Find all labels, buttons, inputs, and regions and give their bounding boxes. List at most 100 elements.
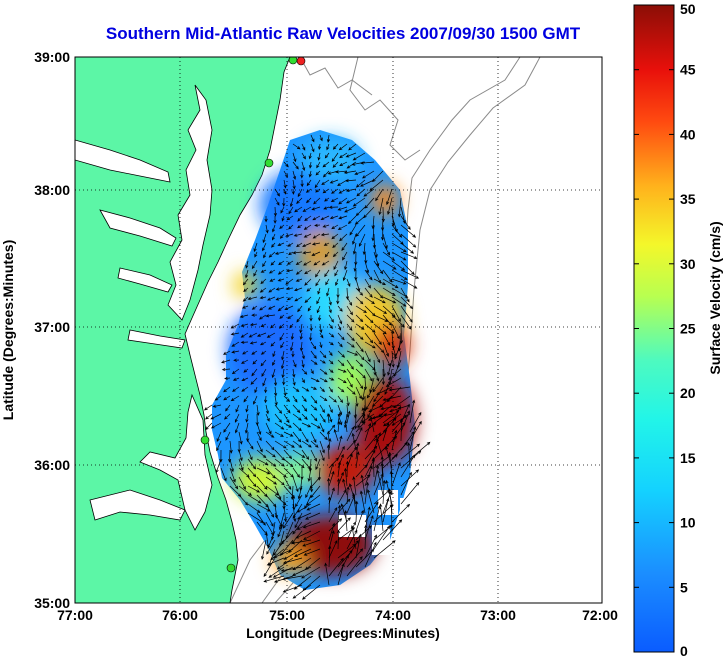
velocity-arrow	[292, 503, 297, 523]
velocity-arrow	[322, 170, 330, 178]
velocity-arrow	[266, 539, 276, 555]
velocity-arrow	[361, 386, 366, 401]
velocity-arrow	[280, 206, 285, 214]
velocity-arrow	[320, 215, 330, 221]
velocity-arrow	[382, 233, 388, 250]
velocity-arrow	[282, 584, 303, 593]
velocity-arrow	[247, 296, 258, 301]
velocity-arrow	[232, 386, 240, 392]
velocity-arrow	[409, 399, 416, 424]
velocity-arrow	[335, 278, 339, 286]
velocity-arrow	[292, 476, 299, 493]
velocity-arrow	[292, 440, 303, 448]
velocity-arrow	[268, 269, 276, 274]
velocity-arrow	[260, 323, 267, 327]
velocity-arrow	[307, 305, 312, 312]
velocity-arrow	[353, 260, 357, 272]
velocity-arrow	[391, 405, 401, 424]
velocity-arrow	[373, 305, 388, 314]
velocity-arrow	[240, 332, 249, 338]
velocity-arrow	[286, 286, 294, 291]
velocity-arrow	[285, 269, 294, 273]
velocity-arrow	[341, 242, 348, 251]
velocity-arrow	[389, 470, 393, 496]
velocity-arrow	[332, 161, 339, 168]
velocity-arrow	[315, 458, 321, 471]
velocity-arrow	[302, 521, 321, 529]
velocity-arrow	[364, 368, 373, 382]
velocity-arrow	[345, 179, 357, 183]
velocity-arrow	[337, 314, 343, 325]
velocity-arrow	[343, 170, 357, 175]
velocity-arrow	[328, 377, 335, 381]
velocity-arrow	[400, 450, 422, 469]
velocity-arrow	[301, 377, 305, 384]
velocity-arrow	[346, 377, 353, 388]
velocity-arrow	[355, 548, 375, 568]
velocity-arrow	[328, 470, 335, 487]
velocity-arrow	[328, 296, 332, 306]
velocity-arrow	[253, 269, 258, 277]
estuaries	[75, 84, 213, 531]
velocity-arrow	[400, 260, 415, 276]
velocity-arrow	[238, 467, 250, 478]
velocity-arrow	[253, 395, 258, 405]
velocity-arrow	[319, 323, 323, 334]
velocity-arrow	[270, 260, 276, 266]
velocity-arrow	[355, 332, 364, 341]
velocity-arrow	[290, 332, 294, 341]
velocity-arrow	[278, 512, 285, 531]
velocity-arrow	[382, 296, 397, 304]
velocity-arrow	[381, 368, 386, 386]
velocity-arrow	[322, 161, 330, 168]
velocity-arrow	[297, 224, 303, 229]
velocity-arrow	[292, 431, 302, 443]
velocity-arrow	[391, 414, 407, 433]
y-tick-label: 37:00	[34, 319, 70, 335]
velocity-arrow	[310, 143, 315, 153]
velocity-arrow	[283, 503, 288, 523]
velocity-arrow	[400, 454, 416, 478]
velocity-arrow	[346, 278, 351, 287]
velocity-arrow	[400, 215, 411, 230]
velocity-arrow	[319, 431, 328, 441]
velocity-arrow	[310, 440, 319, 448]
velocity-arrow	[319, 395, 328, 402]
velocity-arrow	[308, 170, 312, 178]
velocity-arrow	[337, 305, 343, 312]
velocity-arrow	[259, 341, 267, 346]
velocity-arrow	[364, 541, 377, 568]
velocity-arrow	[329, 215, 339, 220]
velocity-arrow	[283, 404, 291, 414]
velocity-arrow	[326, 143, 330, 151]
velocity-arrow	[316, 296, 321, 305]
velocity-arrow	[283, 161, 289, 168]
velocity-arrow	[281, 215, 285, 222]
velocity-arrow	[375, 188, 384, 202]
velocity-arrow	[352, 476, 357, 496]
velocity-arrow	[388, 368, 402, 381]
velocity-arrow	[346, 426, 355, 442]
velocity-arrow	[294, 512, 303, 529]
x-axis: 77:00 76:00 75:00 74:00 73:00 72:00 Long…	[57, 607, 618, 641]
velocity-arrow	[312, 233, 321, 239]
velocity-arrow	[382, 479, 386, 505]
velocity-arrow	[355, 305, 367, 314]
velocity-arrow	[262, 377, 267, 387]
velocity-arrow	[328, 368, 334, 374]
velocity-arrow	[328, 539, 338, 559]
velocity-arrow	[364, 434, 378, 451]
velocity-arrow	[280, 566, 303, 573]
velocity-arrow	[409, 420, 422, 442]
velocity-arrow	[292, 368, 296, 378]
velocity-arrow	[309, 332, 313, 342]
velocity-arrow	[261, 368, 267, 377]
velocity-arrow	[346, 314, 355, 323]
velocity-arrow	[313, 260, 321, 266]
velocity-arrow	[355, 421, 366, 433]
velocity-arrow	[337, 461, 342, 478]
velocity-arrow	[265, 449, 276, 458]
velocity-arrow	[352, 233, 357, 245]
velocity-arrow	[391, 441, 408, 460]
velocity-arrow	[230, 395, 240, 402]
